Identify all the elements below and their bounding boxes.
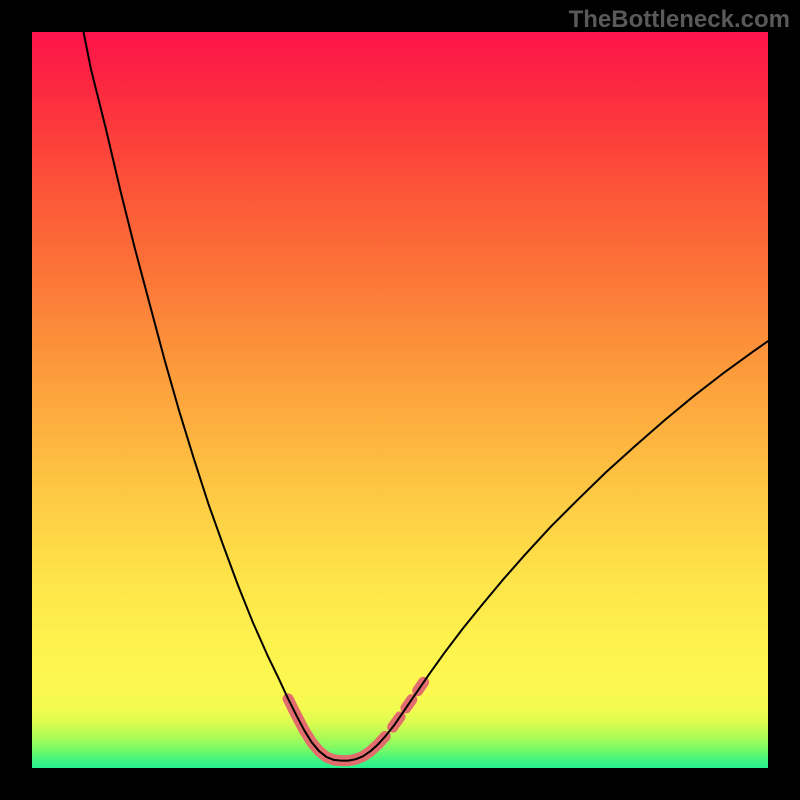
blob-segment xyxy=(288,699,385,761)
blob-segment xyxy=(406,700,412,708)
watermark-text: TheBottleneck.com xyxy=(569,6,790,34)
blob-overlay xyxy=(288,682,423,760)
bottleneck-chart xyxy=(32,32,768,768)
gradient-background xyxy=(32,32,768,768)
plot-area xyxy=(32,32,768,768)
blob-segment xyxy=(418,682,424,690)
blob-segment xyxy=(393,717,400,727)
bottleneck-curve xyxy=(84,32,768,761)
stage: TheBottleneck.com xyxy=(0,0,800,800)
